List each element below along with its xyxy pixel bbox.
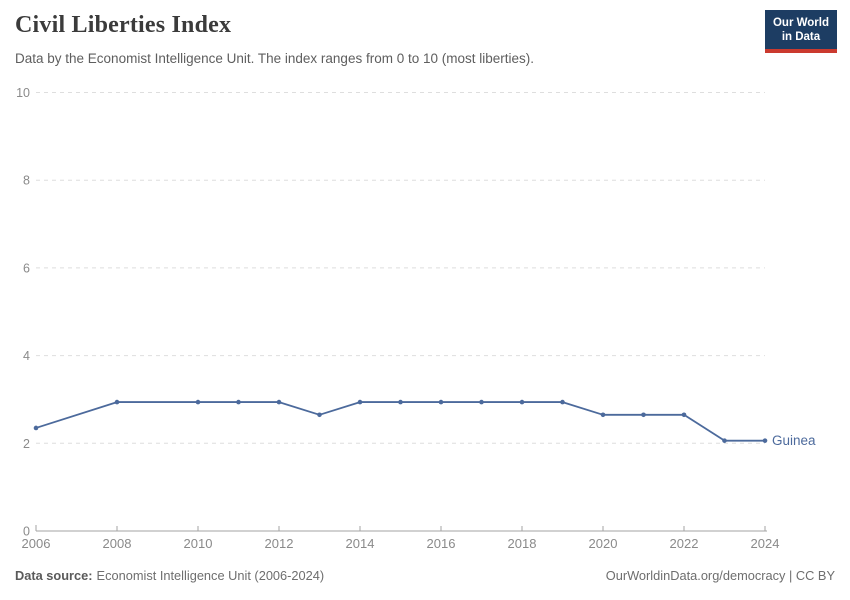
data-point-marker[interactable] [357, 399, 363, 405]
data-point-marker[interactable] [317, 412, 322, 418]
data-point-marker[interactable] [438, 399, 444, 405]
data-point-marker[interactable] [560, 399, 565, 405]
footer-link[interactable]: OurWorldinData.org/democracy | CC BY [605, 568, 835, 583]
data-point-marker[interactable] [519, 399, 525, 405]
data-source-text: Economist Intelligence Unit (2006-2024) [96, 568, 325, 583]
y-tick-label: 2 [23, 437, 30, 451]
x-tick-label: 2024 [751, 536, 780, 551]
data-point-marker[interactable] [479, 399, 484, 405]
x-tick-label: 2016 [427, 536, 456, 551]
page-title: Civil Liberties Index [15, 12, 232, 38]
y-tick-label: 8 [23, 174, 30, 188]
x-tick-label: 2014 [346, 536, 375, 551]
data-point-marker[interactable] [195, 399, 201, 405]
x-tick-label: 2018 [508, 536, 537, 551]
x-tick-label: 2006 [22, 536, 51, 551]
chart-subtitle: Data by the Economist Intelligence Unit.… [15, 51, 534, 66]
data-point-marker[interactable] [722, 438, 727, 443]
data-point-marker[interactable] [236, 399, 241, 405]
series-end-label: Guinea [772, 433, 816, 448]
x-tick-label: 2008 [103, 536, 132, 551]
owid-logo-line2: in Data [781, 31, 821, 44]
x-tick-label: 2020 [589, 536, 618, 551]
data-point-marker[interactable] [398, 399, 403, 405]
data-point-marker[interactable] [641, 412, 646, 418]
data-source-label: Data source: [15, 568, 93, 583]
data-point-marker[interactable] [33, 425, 39, 431]
x-tick-label: 2010 [184, 536, 213, 551]
series-line [35, 401, 766, 442]
x-tick-label: 2012 [265, 536, 294, 551]
chart-footer: Data source: Economist Intelligence Unit … [15, 568, 835, 583]
data-point-marker[interactable] [276, 399, 282, 405]
data-point-marker[interactable] [762, 438, 768, 443]
x-tick-label: 2022 [670, 536, 699, 551]
y-tick-label: 6 [23, 261, 30, 275]
owid-logo-line1: Our World [772, 17, 829, 29]
owid-logo[interactable]: Our World in Data [764, 10, 837, 53]
data-source: Data source: Economist Intelligence Unit … [15, 568, 324, 583]
data-point-marker[interactable] [114, 399, 120, 405]
data-point-marker[interactable] [600, 412, 606, 418]
y-tick-label: 4 [23, 349, 30, 363]
data-point-marker[interactable] [681, 412, 687, 418]
y-tick-label: 0 [23, 525, 30, 539]
y-tick-label: 10 [16, 86, 30, 100]
